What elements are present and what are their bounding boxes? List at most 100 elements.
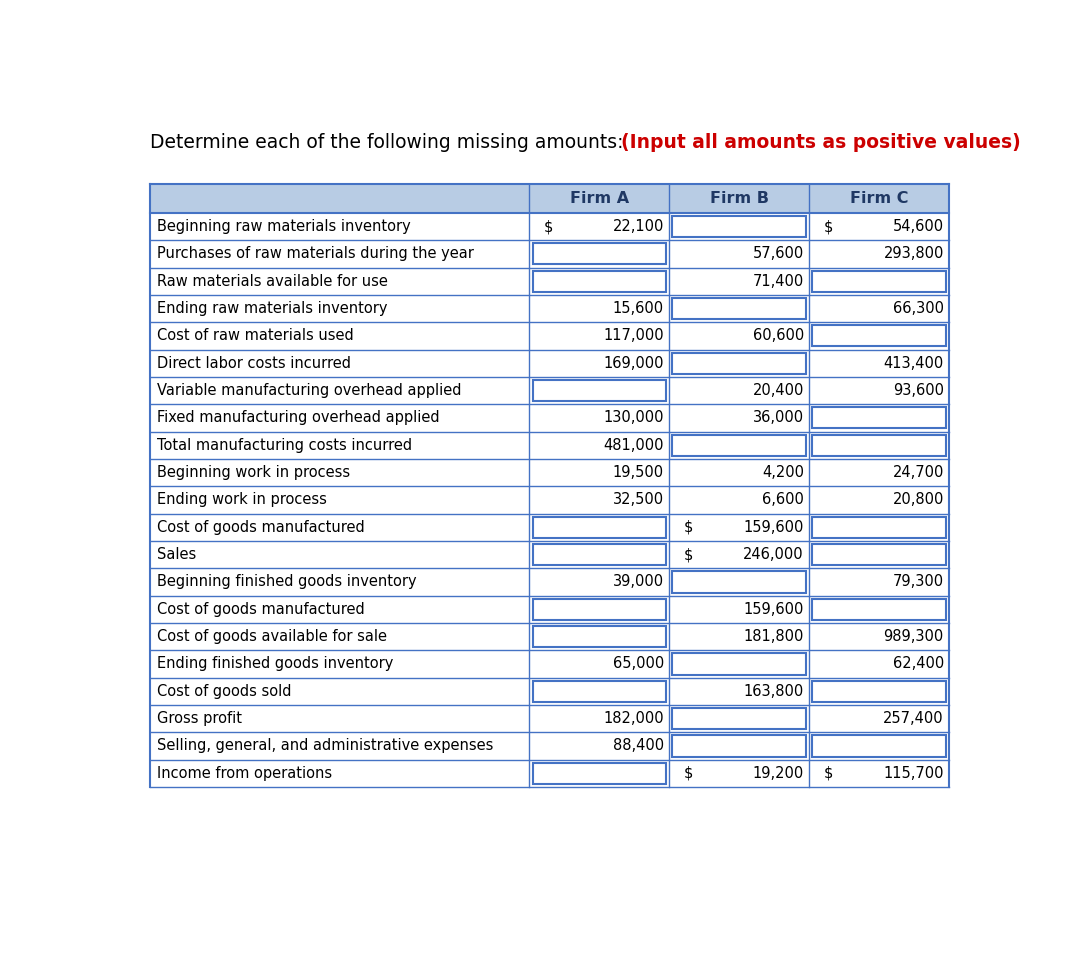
Text: $: $: [544, 219, 553, 234]
Bar: [533, 680, 667, 702]
Bar: [813, 434, 947, 456]
Text: Cost of goods manufactured: Cost of goods manufactured: [158, 520, 364, 535]
Text: 182,000: 182,000: [604, 712, 664, 726]
Bar: [672, 353, 806, 374]
Text: 246,000: 246,000: [743, 547, 804, 562]
Bar: [149, 677, 950, 705]
Bar: [149, 323, 950, 350]
Text: 115,700: 115,700: [883, 766, 943, 781]
Text: 481,000: 481,000: [604, 437, 664, 453]
Bar: [149, 350, 950, 377]
Text: Firm C: Firm C: [850, 191, 909, 206]
Bar: [149, 569, 950, 596]
Text: Selling, general, and administrative expenses: Selling, general, and administrative exp…: [158, 739, 493, 753]
Bar: [149, 540, 950, 569]
Text: Ending raw materials inventory: Ending raw materials inventory: [158, 301, 388, 316]
Bar: [149, 513, 950, 540]
Text: 66,300: 66,300: [893, 301, 943, 316]
Bar: [533, 544, 667, 565]
Bar: [149, 650, 950, 677]
Bar: [813, 599, 947, 620]
Text: Variable manufacturing overhead applied: Variable manufacturing overhead applied: [158, 383, 462, 399]
Text: 62,400: 62,400: [893, 656, 943, 672]
Bar: [813, 517, 947, 538]
Bar: [149, 404, 950, 432]
Bar: [149, 213, 950, 240]
Bar: [149, 377, 950, 404]
Bar: [149, 295, 950, 323]
Text: $: $: [683, 520, 693, 535]
Bar: [672, 216, 806, 237]
Text: $: $: [683, 547, 693, 562]
Text: 79,300: 79,300: [893, 574, 943, 589]
Bar: [813, 544, 947, 565]
Text: 163,800: 163,800: [744, 683, 804, 699]
Text: 22,100: 22,100: [612, 219, 664, 234]
Text: Income from operations: Income from operations: [158, 766, 332, 781]
Bar: [672, 708, 806, 729]
Text: Determine each of the following missing amounts:: Determine each of the following missing …: [149, 133, 629, 153]
Text: Cost of goods manufactured: Cost of goods manufactured: [158, 602, 364, 617]
Bar: [149, 705, 950, 732]
Text: Sales: Sales: [158, 547, 196, 562]
Text: 19,200: 19,200: [753, 766, 804, 781]
Bar: [813, 736, 947, 756]
Bar: [149, 267, 950, 295]
Text: 181,800: 181,800: [744, 629, 804, 644]
Text: 989,300: 989,300: [883, 629, 943, 644]
Text: $: $: [823, 766, 833, 781]
Text: 413,400: 413,400: [883, 356, 943, 370]
Text: 88,400: 88,400: [613, 739, 664, 753]
Text: Purchases of raw materials during the year: Purchases of raw materials during the ye…: [158, 246, 474, 261]
Bar: [813, 326, 947, 346]
Bar: [672, 572, 806, 593]
Text: 19,500: 19,500: [613, 465, 664, 480]
Text: Beginning work in process: Beginning work in process: [158, 465, 351, 480]
Text: 293,800: 293,800: [883, 246, 943, 261]
Text: Ending finished goods inventory: Ending finished goods inventory: [158, 656, 393, 672]
Bar: [149, 623, 950, 650]
Text: 57,600: 57,600: [753, 246, 804, 261]
Text: 20,800: 20,800: [893, 493, 943, 507]
Bar: [533, 763, 667, 783]
Bar: [149, 240, 950, 267]
Text: 24,700: 24,700: [893, 465, 943, 480]
Text: 71,400: 71,400: [753, 274, 804, 289]
Text: Cost of goods available for sale: Cost of goods available for sale: [158, 629, 387, 644]
Text: Gross profit: Gross profit: [158, 712, 242, 726]
Bar: [672, 653, 806, 675]
Bar: [533, 243, 667, 264]
Text: 4,200: 4,200: [762, 465, 804, 480]
Bar: [533, 270, 667, 292]
Bar: [533, 380, 667, 401]
Bar: [149, 596, 950, 623]
Text: 93,600: 93,600: [893, 383, 943, 399]
Text: Raw materials available for use: Raw materials available for use: [158, 274, 388, 289]
Text: 36,000: 36,000: [753, 410, 804, 426]
Bar: [672, 736, 806, 756]
Bar: [813, 270, 947, 292]
Text: 257,400: 257,400: [883, 712, 943, 726]
Text: 159,600: 159,600: [744, 602, 804, 617]
Text: 39,000: 39,000: [613, 574, 664, 589]
Bar: [149, 732, 950, 759]
Text: Direct labor costs incurred: Direct labor costs incurred: [158, 356, 352, 370]
Text: Cost of raw materials used: Cost of raw materials used: [158, 329, 354, 343]
Text: Cost of goods sold: Cost of goods sold: [158, 683, 292, 699]
Text: 130,000: 130,000: [604, 410, 664, 426]
Text: 169,000: 169,000: [604, 356, 664, 370]
Bar: [149, 184, 950, 213]
Text: 60,600: 60,600: [753, 329, 804, 343]
Text: 6,600: 6,600: [762, 493, 804, 507]
Text: 20,400: 20,400: [753, 383, 804, 399]
Text: Beginning finished goods inventory: Beginning finished goods inventory: [158, 574, 417, 589]
Text: Total manufacturing costs incurred: Total manufacturing costs incurred: [158, 437, 413, 453]
Bar: [149, 432, 950, 459]
Bar: [533, 517, 667, 538]
Text: 15,600: 15,600: [613, 301, 664, 316]
Text: $: $: [683, 766, 693, 781]
Text: Ending work in process: Ending work in process: [158, 493, 327, 507]
Bar: [672, 434, 806, 456]
Bar: [813, 407, 947, 429]
Bar: [813, 680, 947, 702]
